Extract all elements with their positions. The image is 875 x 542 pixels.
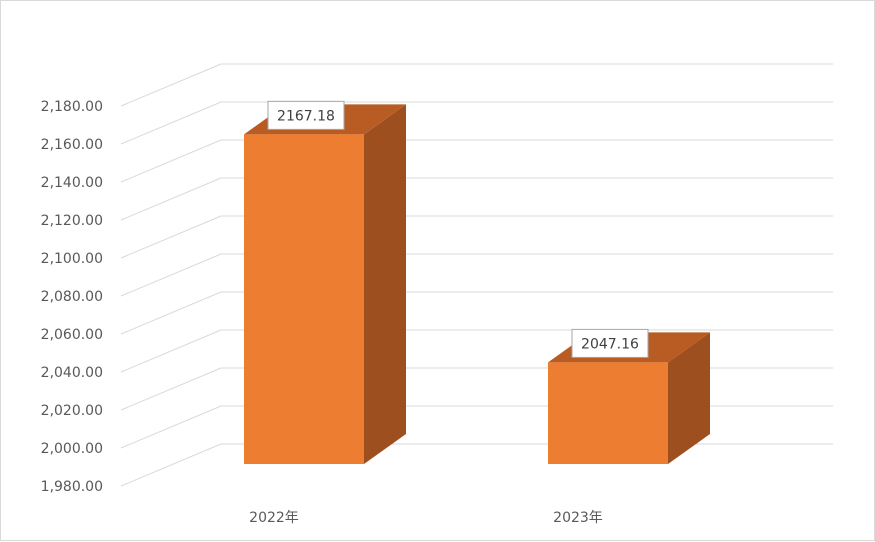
x-category-label: 2022年 <box>249 510 299 526</box>
y-tick-label: 2,120.00 <box>41 213 103 229</box>
bar-side <box>668 332 710 464</box>
y-tick-label: 2,020.00 <box>41 403 103 419</box>
x-category-label: 2023年 <box>553 510 603 526</box>
bar <box>548 362 668 464</box>
data-label: 2047.16 <box>581 336 639 352</box>
gridline-side <box>120 291 222 335</box>
gridline-side <box>120 367 222 411</box>
data-label-box <box>267 100 345 130</box>
gridline-side <box>120 443 222 487</box>
gridline-side <box>120 101 222 145</box>
bar-side <box>364 104 406 464</box>
y-tick-label: 2,040.00 <box>41 365 103 381</box>
gridline-side <box>120 63 222 107</box>
y-tick-label: 2,000.00 <box>41 441 103 457</box>
gridline-side <box>120 329 222 373</box>
y-tick-label: 2,140.00 <box>41 175 103 191</box>
gridline-side <box>120 177 222 221</box>
y-tick-label: 2,060.00 <box>41 327 103 343</box>
gridline-side <box>120 405 222 449</box>
y-tick-label: 2,080.00 <box>41 289 103 305</box>
y-tick-label: 2,100.00 <box>41 251 103 267</box>
y-tick-label: 2,180.00 <box>41 99 103 115</box>
y-tick-label: 1,980.00 <box>41 479 103 495</box>
y-tick-label: 2,160.00 <box>41 137 103 153</box>
gridline-side <box>120 253 222 297</box>
data-label-box <box>571 328 649 358</box>
bar <box>244 134 364 464</box>
gridline-side <box>120 139 222 183</box>
data-label: 2167.18 <box>277 108 335 124</box>
gridline-side <box>120 215 222 259</box>
